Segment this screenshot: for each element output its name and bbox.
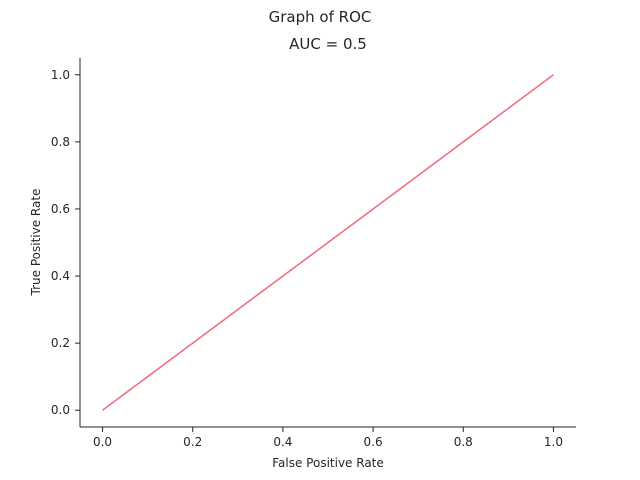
y-tick-label: 0.8 (51, 135, 70, 149)
x-tick-label: 0.8 (454, 435, 473, 449)
y-tick-label: 0.2 (51, 336, 70, 350)
y-tick-label: 0.6 (51, 202, 70, 216)
x-tick-label: 0.0 (93, 435, 112, 449)
x-tick-label: 0.4 (273, 435, 292, 449)
x-axis-label: False Positive Rate (272, 456, 384, 470)
figure-suptitle: Graph of ROC (269, 8, 372, 26)
y-tick-label: 0.4 (51, 269, 70, 283)
y-tick-label: 0.0 (51, 403, 70, 417)
x-tick-label: 1.0 (544, 435, 563, 449)
chart-title: AUC = 0.5 (289, 35, 367, 53)
x-tick-label: 0.6 (364, 435, 383, 449)
roc-curve-line (102, 74, 554, 411)
x-ticks: 0.0 0.2 0.4 0.6 0.8 1.0 (93, 427, 563, 449)
y-ticks: 0.0 0.2 0.4 0.6 0.8 1.0 (51, 68, 80, 417)
y-tick-label: 1.0 (51, 68, 70, 82)
series-layer (102, 74, 554, 411)
y-axis-label: True Positive Rate (29, 189, 43, 297)
x-tick-label: 0.2 (183, 435, 202, 449)
plot-area: 0.0 0.2 0.4 0.6 0.8 1.0 0.0 0.2 0.4 0.6 0.8 1.0 (51, 58, 576, 449)
